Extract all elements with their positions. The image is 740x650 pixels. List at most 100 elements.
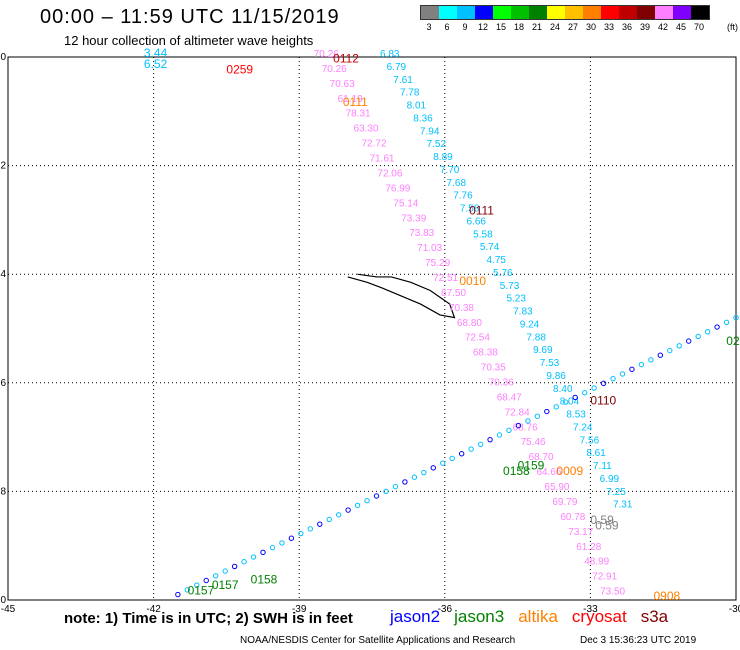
legend-item-altika: altika: [518, 607, 558, 626]
swh-value: 7.78: [400, 88, 420, 99]
track-sample: [269, 544, 276, 551]
swh-value: 72.54: [465, 333, 490, 344]
swh-value: 70.38: [449, 303, 474, 314]
track-sample: [506, 427, 512, 433]
swh-value: 7.11: [593, 461, 612, 472]
track-sample: [213, 573, 219, 579]
color-scale-tick: 27: [567, 22, 578, 32]
credit-timestamp: Dec 3 15:36:23 UTC 2019: [580, 635, 697, 646]
swh-value: 70.35: [481, 363, 506, 374]
swh-value: 48.99: [584, 557, 609, 568]
track-sample: [667, 347, 673, 354]
pass-label: 0010: [459, 274, 486, 288]
color-swatch: [457, 6, 475, 19]
swh-value: 6.83: [380, 49, 400, 60]
credit-text: NOAA/NESDIS Center for Satellite Applica…: [240, 635, 516, 646]
lon-tick-label: -33: [583, 604, 598, 615]
swh-value: 7.68: [447, 178, 467, 189]
pass-label: 0112: [333, 51, 359, 65]
track-sample: [477, 441, 484, 448]
track-sample: [402, 479, 408, 485]
color-swatch: [691, 6, 709, 19]
track-sample: [676, 343, 682, 349]
track-sample: [421, 469, 427, 476]
track-sample: [326, 516, 332, 523]
pass-label: 0158: [251, 573, 278, 587]
color-scale-tick: 36: [621, 22, 632, 32]
lat-tick-label: -54: [0, 269, 6, 280]
swh-value: 8.36: [413, 113, 433, 124]
track-sample: [241, 559, 247, 565]
color-scale-tick: 45: [675, 22, 686, 32]
pass-label: 0259: [226, 62, 253, 76]
lon-tick-label: -42: [146, 604, 161, 615]
swh-value: 60.78: [560, 512, 585, 523]
swh-value: 7.56: [580, 435, 600, 446]
swh-value: 7.25: [606, 487, 626, 498]
swh-value: 5.58: [473, 229, 493, 240]
track-sample: [733, 314, 739, 321]
swh-value: 72.06: [377, 168, 402, 179]
color-scale-labels: 3 6 9 12 15 18 21 24 27 30 33 36 39 42 45 70: [420, 22, 708, 32]
pass-label: 0157: [212, 578, 239, 592]
pass-label: 0009: [556, 464, 583, 478]
track-sample: [553, 404, 559, 410]
lat-tick-label: -60: [0, 595, 6, 606]
swh-value: 68.70: [529, 452, 554, 463]
color-scale-tick: 18: [513, 22, 524, 32]
lat-tick-label: -58: [0, 486, 6, 497]
swh-value: 5.23: [506, 294, 526, 305]
color-swatch: [565, 6, 583, 19]
swh-value: 8.61: [586, 448, 606, 459]
track-sample: [648, 357, 654, 363]
swh-value: 61.28: [576, 542, 601, 553]
track-sample: [222, 568, 228, 574]
color-swatch: [673, 6, 691, 19]
track-sample: [354, 502, 361, 509]
color-scale-tick: 3: [426, 22, 432, 32]
swh-value: 7.52: [427, 139, 447, 150]
track-sample: [487, 436, 493, 443]
swh-value: 68.47: [497, 392, 522, 403]
swh-value: 9.86: [546, 371, 566, 382]
track-sample: [175, 591, 181, 598]
color-scale-tick: 33: [603, 22, 614, 32]
track-sample: [184, 587, 191, 593]
color-scale-tick: 12: [477, 22, 488, 32]
swh-value: 71.61: [369, 154, 394, 165]
island-coastline: [347, 273, 456, 319]
swh-value: 9.24: [520, 319, 540, 330]
color-scale-tick: 42: [657, 22, 668, 32]
swh-value: 68.80: [457, 318, 482, 329]
swh-value: 72.72: [361, 139, 386, 150]
color-swatch: [475, 6, 493, 19]
track-sample: [496, 432, 503, 438]
track-sample: [563, 399, 569, 405]
swh-value: 8.01: [407, 101, 427, 112]
swh-value: 7.58: [460, 204, 480, 215]
swh-value: 75.46: [521, 437, 546, 448]
swh-value: 72.51: [433, 273, 458, 284]
color-scale-tick: 39: [639, 22, 650, 32]
legend-item-jason3: jason3: [454, 607, 505, 626]
swh-value: 8.53: [566, 410, 586, 421]
page-title: 00:00 – 11:59 UTC 11/15/2019: [40, 6, 340, 28]
track-sample: [657, 352, 664, 358]
color-scale-unit: (ft): [727, 22, 738, 32]
track-sample: [591, 385, 597, 391]
pass-label: 6.52: [144, 57, 168, 71]
legend-item-cryosat: cryosat: [571, 607, 627, 626]
swh-value: 70.26: [314, 49, 339, 60]
swh-value: 76.99: [385, 183, 410, 194]
color-swatch: [655, 6, 673, 19]
swh-value: 69.79: [552, 497, 577, 508]
pass-label: 0908: [653, 589, 680, 603]
swh-value: 9.69: [533, 345, 553, 356]
swh-value: 75.29: [425, 258, 450, 269]
track-sample: [335, 512, 342, 518]
track-sample: [298, 530, 304, 537]
swh-value: 7.76: [453, 191, 473, 202]
swh-value: 5.73: [500, 281, 520, 292]
pass-label: 0111: [343, 95, 368, 109]
swh-value: 5.76: [493, 268, 513, 279]
